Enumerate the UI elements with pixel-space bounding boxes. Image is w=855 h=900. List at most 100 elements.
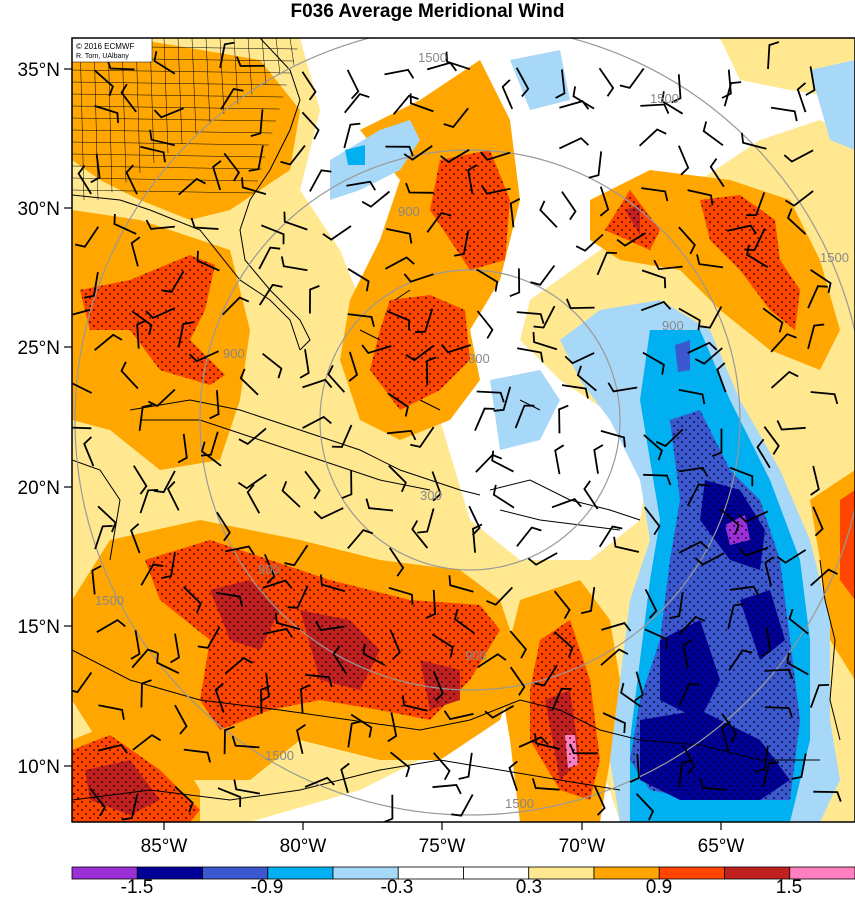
wind-barb	[762, 307, 784, 333]
wind-barb	[539, 200, 558, 228]
wind-barb	[786, 652, 809, 676]
wind-barb	[642, 351, 665, 375]
wind-barb	[183, 748, 211, 763]
wind-barb	[527, 552, 558, 566]
wind-barb	[75, 226, 100, 248]
fill-red-east-edge	[840, 490, 855, 600]
wind-barb	[453, 609, 475, 635]
fill-light-blue-northeast-b	[810, 60, 855, 150]
wind-barb	[145, 307, 176, 319]
wind-barb	[190, 217, 219, 230]
wind-barb	[468, 505, 481, 536]
wind-barb	[776, 420, 806, 431]
wind-barb	[643, 506, 661, 536]
wind-barb	[694, 552, 725, 566]
wind-barb	[770, 106, 798, 122]
wind-barb	[241, 177, 267, 195]
wind-barb	[309, 285, 320, 314]
wind-barb	[812, 506, 824, 537]
lesser-antilles	[819, 559, 841, 741]
wind-barb	[551, 498, 582, 509]
wind-barb	[516, 526, 542, 547]
wind-barb	[113, 213, 137, 235]
wind-barb	[148, 388, 176, 407]
wind-barb	[580, 586, 596, 615]
wind-barb	[593, 785, 606, 816]
wind-barb	[309, 169, 332, 192]
colorbar-labels: -1.5 -0.9 -0.3 0.3 0.9 1.5	[121, 877, 803, 898]
hispaniola-south	[499, 509, 621, 531]
wind-barb	[738, 546, 769, 557]
wind-barb	[130, 630, 141, 660]
wind-barb	[222, 296, 250, 316]
map-title: F036 Average Meridional Wind	[290, 1, 565, 22]
wind-barb	[770, 333, 797, 353]
wind-barb	[754, 745, 769, 773]
wind-barb	[136, 319, 147, 349]
wind-barb	[77, 165, 92, 195]
wind-barb	[140, 145, 166, 163]
wind-barb	[761, 627, 772, 657]
wind-barb	[322, 225, 352, 241]
lat-label-10: 10°N	[18, 757, 60, 778]
ring-label-1500-f: 1500	[505, 796, 534, 811]
wind-barb	[810, 568, 838, 587]
wind-barb	[678, 307, 701, 331]
wind-barb	[600, 430, 626, 448]
wind-barb	[94, 525, 113, 550]
wind-barb	[348, 351, 359, 382]
wind-barb	[94, 69, 114, 97]
county-line	[275, 38, 281, 75]
wind-barb	[361, 344, 392, 355]
wind-barb	[403, 145, 433, 161]
county-line	[93, 38, 99, 201]
wind-barb	[788, 608, 809, 635]
county-line	[72, 129, 273, 134]
wind-barb	[386, 228, 413, 244]
colorbar-label-4: 0.9	[646, 877, 672, 898]
wind-barb	[281, 480, 301, 508]
wind-barb	[509, 630, 527, 659]
wind-barb	[476, 390, 505, 403]
wind-barb	[561, 191, 577, 221]
wind-barb	[509, 198, 521, 228]
wind-barb	[174, 704, 188, 735]
wind-barb	[764, 556, 774, 587]
ring-label-300-b: 300	[420, 488, 442, 503]
wind-barb	[89, 787, 106, 817]
wind-barb	[699, 777, 727, 791]
wind-barb	[72, 382, 93, 394]
wind-barb	[91, 565, 102, 595]
range-ring-labels: 300 300 900 900 900 900 900 1500 1500 15…	[95, 50, 849, 811]
lon-label-65: 65°W	[698, 836, 745, 857]
lon-label-75: 75°W	[419, 836, 466, 857]
colorbar-label-0: -1.5	[121, 877, 154, 898]
wind-barb	[509, 268, 521, 298]
bahamas-c	[419, 399, 441, 411]
wind-barb	[472, 523, 483, 553]
county-line	[205, 38, 211, 124]
wind-barb	[598, 525, 623, 548]
ring-label-900-b: 900	[223, 346, 245, 361]
ring-label-1500-a: 1500	[418, 50, 447, 65]
wind-barb	[166, 480, 180, 511]
wind-barb	[217, 787, 242, 808]
wind-barb	[97, 505, 117, 533]
wind-barb	[517, 347, 544, 363]
wind-barb	[783, 149, 814, 163]
credit-line-2: R. Torn, UAlbany	[76, 53, 129, 60]
wind-barb	[236, 56, 265, 67]
wind-barb	[746, 192, 766, 217]
range-ring-1500	[74, 38, 855, 816]
wind-barb	[94, 105, 119, 124]
wind-barb	[634, 671, 644, 702]
wind-barb	[170, 633, 180, 664]
wind-barb	[810, 391, 839, 405]
wind-barb	[613, 536, 640, 553]
wind-barb	[431, 633, 454, 658]
wind-barb	[678, 615, 706, 635]
fill-orange-north	[72, 38, 300, 220]
wind-barb	[583, 480, 599, 510]
wind-barb	[629, 753, 640, 783]
wind-barb	[723, 81, 742, 107]
